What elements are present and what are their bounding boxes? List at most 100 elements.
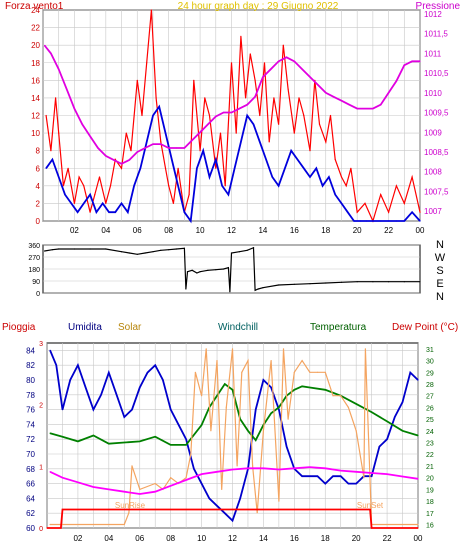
left-tick-label: 16 <box>31 76 40 85</box>
data-point <box>55 97 57 99</box>
data-point <box>152 143 154 145</box>
temperature-tick-label: 23 <box>426 441 434 448</box>
x-tick-label: 12 <box>227 226 236 235</box>
x-tick-label: 14 <box>258 226 267 235</box>
data-point <box>293 389 295 391</box>
data-point <box>66 88 68 90</box>
data-point <box>170 485 172 487</box>
right-tick-label: 1007,5 <box>424 187 449 196</box>
x-tick-label: 10 <box>197 534 206 543</box>
data-point <box>356 281 358 283</box>
data-point <box>411 60 413 62</box>
data-point <box>254 79 256 81</box>
rain-tick-label: 2 <box>39 403 43 410</box>
right-tick-label: 1008 <box>424 168 442 177</box>
data-point <box>51 249 54 251</box>
data-point <box>139 167 141 169</box>
data-point <box>409 372 411 374</box>
data-point <box>49 432 51 434</box>
data-point <box>372 220 374 222</box>
temperature-tick-label: 22 <box>426 452 434 459</box>
legend-entry-5: Dew Point (°C) <box>392 322 458 333</box>
x-tick-label: 22 <box>383 534 392 543</box>
data-point <box>45 114 47 117</box>
data-point <box>419 211 421 213</box>
data-point <box>318 123 321 125</box>
data-point <box>386 420 388 422</box>
data-point <box>55 364 57 366</box>
data-point <box>208 497 210 499</box>
data-point <box>61 477 64 479</box>
x-tick-label: 06 <box>133 226 142 235</box>
x-tick-label: 04 <box>101 226 110 235</box>
direction-compass-label: W <box>435 252 446 264</box>
data-point <box>287 88 289 90</box>
direction-degree-label: 360 <box>28 243 40 250</box>
humidity-tick-label: 62 <box>26 509 35 518</box>
data-point <box>252 247 255 249</box>
data-point <box>247 360 249 362</box>
humidity-tick-label: 80 <box>26 376 35 385</box>
data-point <box>191 139 193 141</box>
data-point <box>345 185 347 187</box>
data-point <box>109 185 112 187</box>
data-point <box>60 527 62 529</box>
data-point <box>372 108 374 110</box>
data-point <box>333 96 335 98</box>
data-point <box>290 150 292 152</box>
data-point <box>247 430 249 432</box>
direction-compass-label: N <box>436 239 444 251</box>
left-tick-label: 20 <box>31 41 40 50</box>
data-point <box>238 251 240 253</box>
data-point <box>139 386 141 388</box>
data-point <box>89 211 91 213</box>
data-point <box>215 158 217 161</box>
data-point <box>77 440 79 442</box>
data-point <box>332 475 334 477</box>
data-point <box>105 155 107 157</box>
data-point <box>284 167 286 169</box>
x-tick-label: 22 <box>384 226 393 235</box>
data-point <box>51 158 54 161</box>
series-line-temperatura <box>49 382 419 446</box>
data-point <box>128 252 130 254</box>
data-point <box>246 249 248 251</box>
data-point <box>160 143 162 145</box>
data-point <box>50 150 52 152</box>
data-point <box>364 202 366 204</box>
data-point <box>81 123 83 125</box>
data-point <box>202 150 204 152</box>
data-point <box>309 76 311 78</box>
data-point <box>100 394 102 396</box>
x-tick-label: 16 <box>290 226 299 235</box>
data-point <box>417 434 419 437</box>
data-point <box>120 163 123 165</box>
data-point <box>293 371 295 373</box>
data-point <box>155 97 157 99</box>
data-point <box>298 97 300 99</box>
data-point <box>285 56 288 58</box>
data-point <box>146 62 148 64</box>
humidity-tick-label: 72 <box>26 435 35 444</box>
temperature-tick-label: 26 <box>426 405 434 412</box>
data-point <box>150 9 152 11</box>
data-point <box>239 497 241 499</box>
data-point <box>334 194 336 196</box>
data-point <box>350 167 352 169</box>
x-tick-label: 00 <box>416 226 425 235</box>
data-point <box>183 211 185 213</box>
data-point <box>175 147 178 149</box>
data-point <box>185 288 187 290</box>
data-point <box>183 247 185 249</box>
right-tick-label: 1010 <box>424 89 442 98</box>
data-point <box>417 527 419 529</box>
data-point <box>328 176 330 178</box>
data-point <box>293 60 295 62</box>
humidity-tick-label: 84 <box>26 346 35 355</box>
direction-compass-label: S <box>436 265 443 277</box>
data-point <box>70 202 72 204</box>
data-point <box>98 176 101 178</box>
data-point <box>329 114 332 117</box>
temperature-tick-label: 29 <box>426 370 434 377</box>
data-point <box>108 372 110 374</box>
